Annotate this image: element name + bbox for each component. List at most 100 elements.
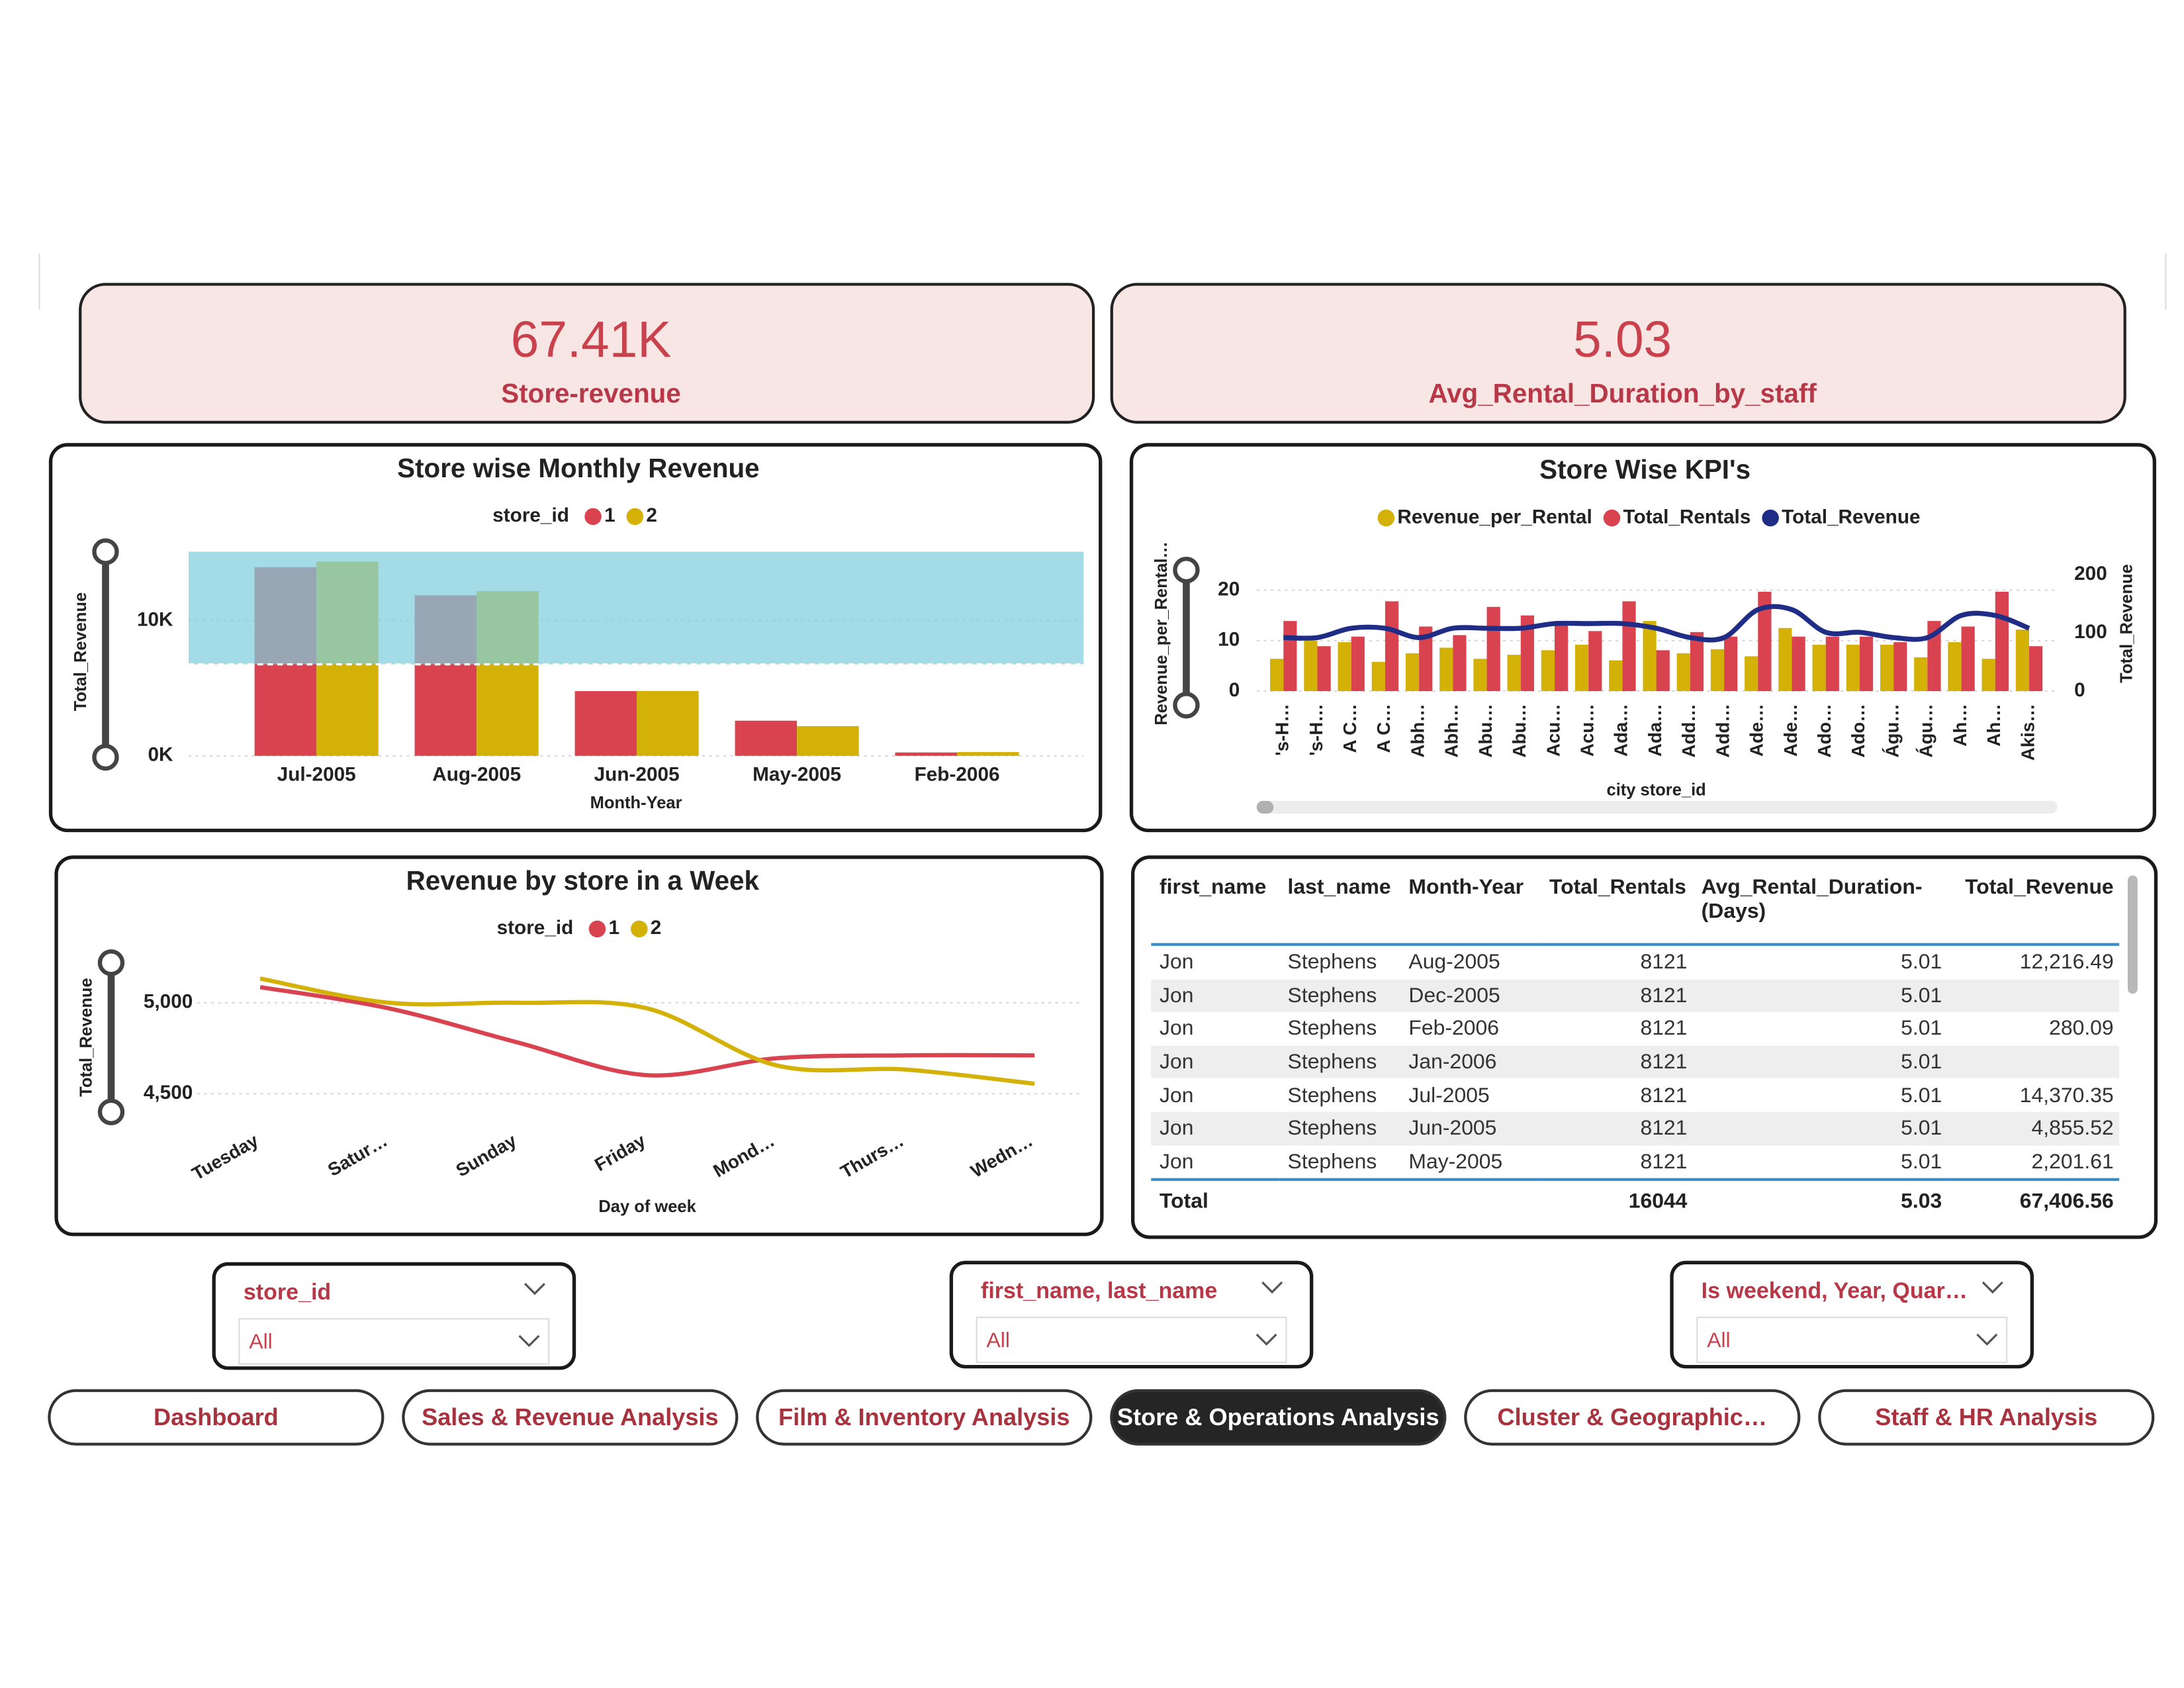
x-tick-label: Jul-2005 [277, 763, 356, 785]
table-cell: 8121 [1640, 1017, 1688, 1041]
slider-handle [1173, 556, 1200, 584]
header-row: first_name last_name Month-Year Total_Renta… [1151, 872, 2120, 946]
nav-button[interactable]: Store & Operations Analysis [1110, 1389, 1447, 1446]
chevron [1255, 1333, 1277, 1346]
slicer-dropdown[interactable] [976, 1317, 1287, 1364]
y-tick-label: 10K [137, 609, 173, 631]
legend-title: store_id [492, 504, 569, 526]
button-frame[interactable] [1818, 1389, 2155, 1446]
bar [895, 752, 958, 756]
nav-button[interactable]: Staff & HR Analysis [1818, 1389, 2155, 1446]
chevron [518, 1335, 540, 1347]
bar [1643, 621, 1657, 692]
legend-dot [631, 920, 648, 938]
chevron [1261, 1281, 1283, 1294]
y2-tick-label: 0 [2074, 679, 2085, 701]
legend-label: 2 [646, 504, 657, 526]
line [259, 976, 1035, 1086]
table-cell: 14,370.35 [2019, 1083, 2114, 1107]
button-frame[interactable] [756, 1389, 1093, 1446]
slicer-dropdown[interactable] [1696, 1317, 2008, 1364]
slicer-title: store_id [244, 1280, 331, 1305]
table-cell: Jul-2005 [1408, 1083, 1490, 1107]
column-header: last_name [1279, 872, 1400, 946]
column-header: Total_Rentals [1541, 872, 1693, 946]
table-cell: 8121 [1640, 1083, 1688, 1107]
bar [1473, 659, 1487, 692]
x-tick-label: 's-H… [1272, 704, 1293, 756]
bar [2029, 646, 2043, 692]
table-cell: 8121 [1541, 979, 1693, 1013]
x-tick-label: Ado… [1848, 704, 1868, 757]
table-cell: Aug-2005 [1408, 950, 1500, 975]
table-cell: Jun-2005 [1400, 1111, 1541, 1145]
table-cell: 5.01 [1692, 979, 1948, 1013]
chevron [1976, 1333, 1998, 1346]
bar [1554, 621, 1569, 692]
table-row: Jon Stephens Dec-2005 8121 5.01 [1151, 979, 2120, 1013]
column-header: Total_Revenue [1947, 872, 2120, 946]
x-tick-label: Add… [1678, 704, 1699, 757]
legend-dot [588, 920, 606, 938]
chart: Store wise Monthly Revenue store_id 1 2 0K 10… [71, 453, 1084, 812]
button-frame[interactable] [402, 1389, 739, 1446]
panel [54, 855, 1104, 1237]
slicer[interactable]: store_id All [212, 1262, 576, 1370]
bar [1676, 653, 1690, 692]
table-cell: Stephens [1287, 1083, 1377, 1107]
line [1283, 604, 2030, 643]
column-header: Month-Year [1400, 872, 1541, 946]
x-tick-label: Ade… [1747, 704, 1767, 757]
legend-dot [626, 508, 644, 526]
bar [1338, 642, 1351, 692]
nav-button[interactable]: Dashboard [48, 1389, 385, 1446]
x-tick-label: A C… [1340, 704, 1360, 753]
nav-button[interactable]: Cluster & Geographic… [1464, 1389, 1801, 1446]
slicer-dropdown[interactable] [238, 1318, 550, 1365]
x-tick-label: Akis… [2017, 704, 2038, 761]
y-tick-label: 20 [1218, 578, 1240, 600]
table-cell [1947, 979, 2120, 1013]
table-row: Jon Stephens Aug-2005 8121 5.01 12,216.49 [1151, 945, 2119, 979]
x-tick-label: A C… [1373, 704, 1394, 753]
slicer[interactable]: Is weekend, Year, Quar… All [1670, 1260, 2034, 1369]
table-cell: 5.01 [1901, 950, 1942, 975]
legend-dot [1603, 509, 1621, 527]
button-label: Sales & Revenue Analysis [422, 1403, 718, 1430]
table-cell: Jon [1160, 1083, 1194, 1107]
bar [1825, 636, 1839, 692]
button-label: Dashboard [154, 1403, 279, 1430]
bar [1690, 632, 1704, 692]
x-tick-label: Ah… [1983, 704, 2004, 746]
scrollbar-thumb [1256, 800, 1274, 814]
slider-handle [92, 743, 119, 771]
bar [574, 691, 637, 756]
bar [1948, 642, 1962, 692]
bar [1575, 644, 1589, 692]
table-cell: 8121 [1640, 950, 1688, 975]
y-axis-title: Total_Revenue [71, 592, 90, 712]
button-frame[interactable] [1464, 1389, 1801, 1446]
slicer-value: All [987, 1328, 1010, 1352]
total-row: Total 16044 5.03 67,406.56 [1151, 1178, 2120, 1221]
y-axis-title: Total_Revenue [77, 978, 96, 1097]
slicer[interactable]: first_name, last_name All [949, 1260, 1314, 1369]
button-frame[interactable] [48, 1389, 385, 1446]
bar [1486, 606, 1500, 692]
slider-handle [1173, 692, 1200, 719]
bar [1893, 642, 1907, 692]
total-cell: 5.03 [1692, 1178, 1948, 1221]
button-frame[interactable] [1110, 1389, 1447, 1446]
slicer-value: All [1707, 1328, 1730, 1352]
total-cell: 67,406.56 [1947, 1178, 2120, 1221]
slicer-title: Is weekend, Year, Quar… [1702, 1278, 1968, 1303]
table-row: Jon Stephens Jan-2006 8121 5.01 [1151, 1045, 2120, 1079]
table-cell: Stephens [1287, 1017, 1377, 1041]
x-tick-label: Águ… [1916, 704, 1936, 757]
nav-button[interactable]: Film & Inventory Analysis [756, 1389, 1093, 1446]
bar [1745, 656, 1758, 692]
nav-button[interactable]: Sales & Revenue Analysis [402, 1389, 739, 1446]
table-row: Jon Stephens Feb-2006 8121 5.01 280.09 [1151, 1012, 2119, 1045]
x-tick-label: May-2005 [752, 763, 841, 785]
table-cell: Stephens [1279, 1111, 1400, 1145]
